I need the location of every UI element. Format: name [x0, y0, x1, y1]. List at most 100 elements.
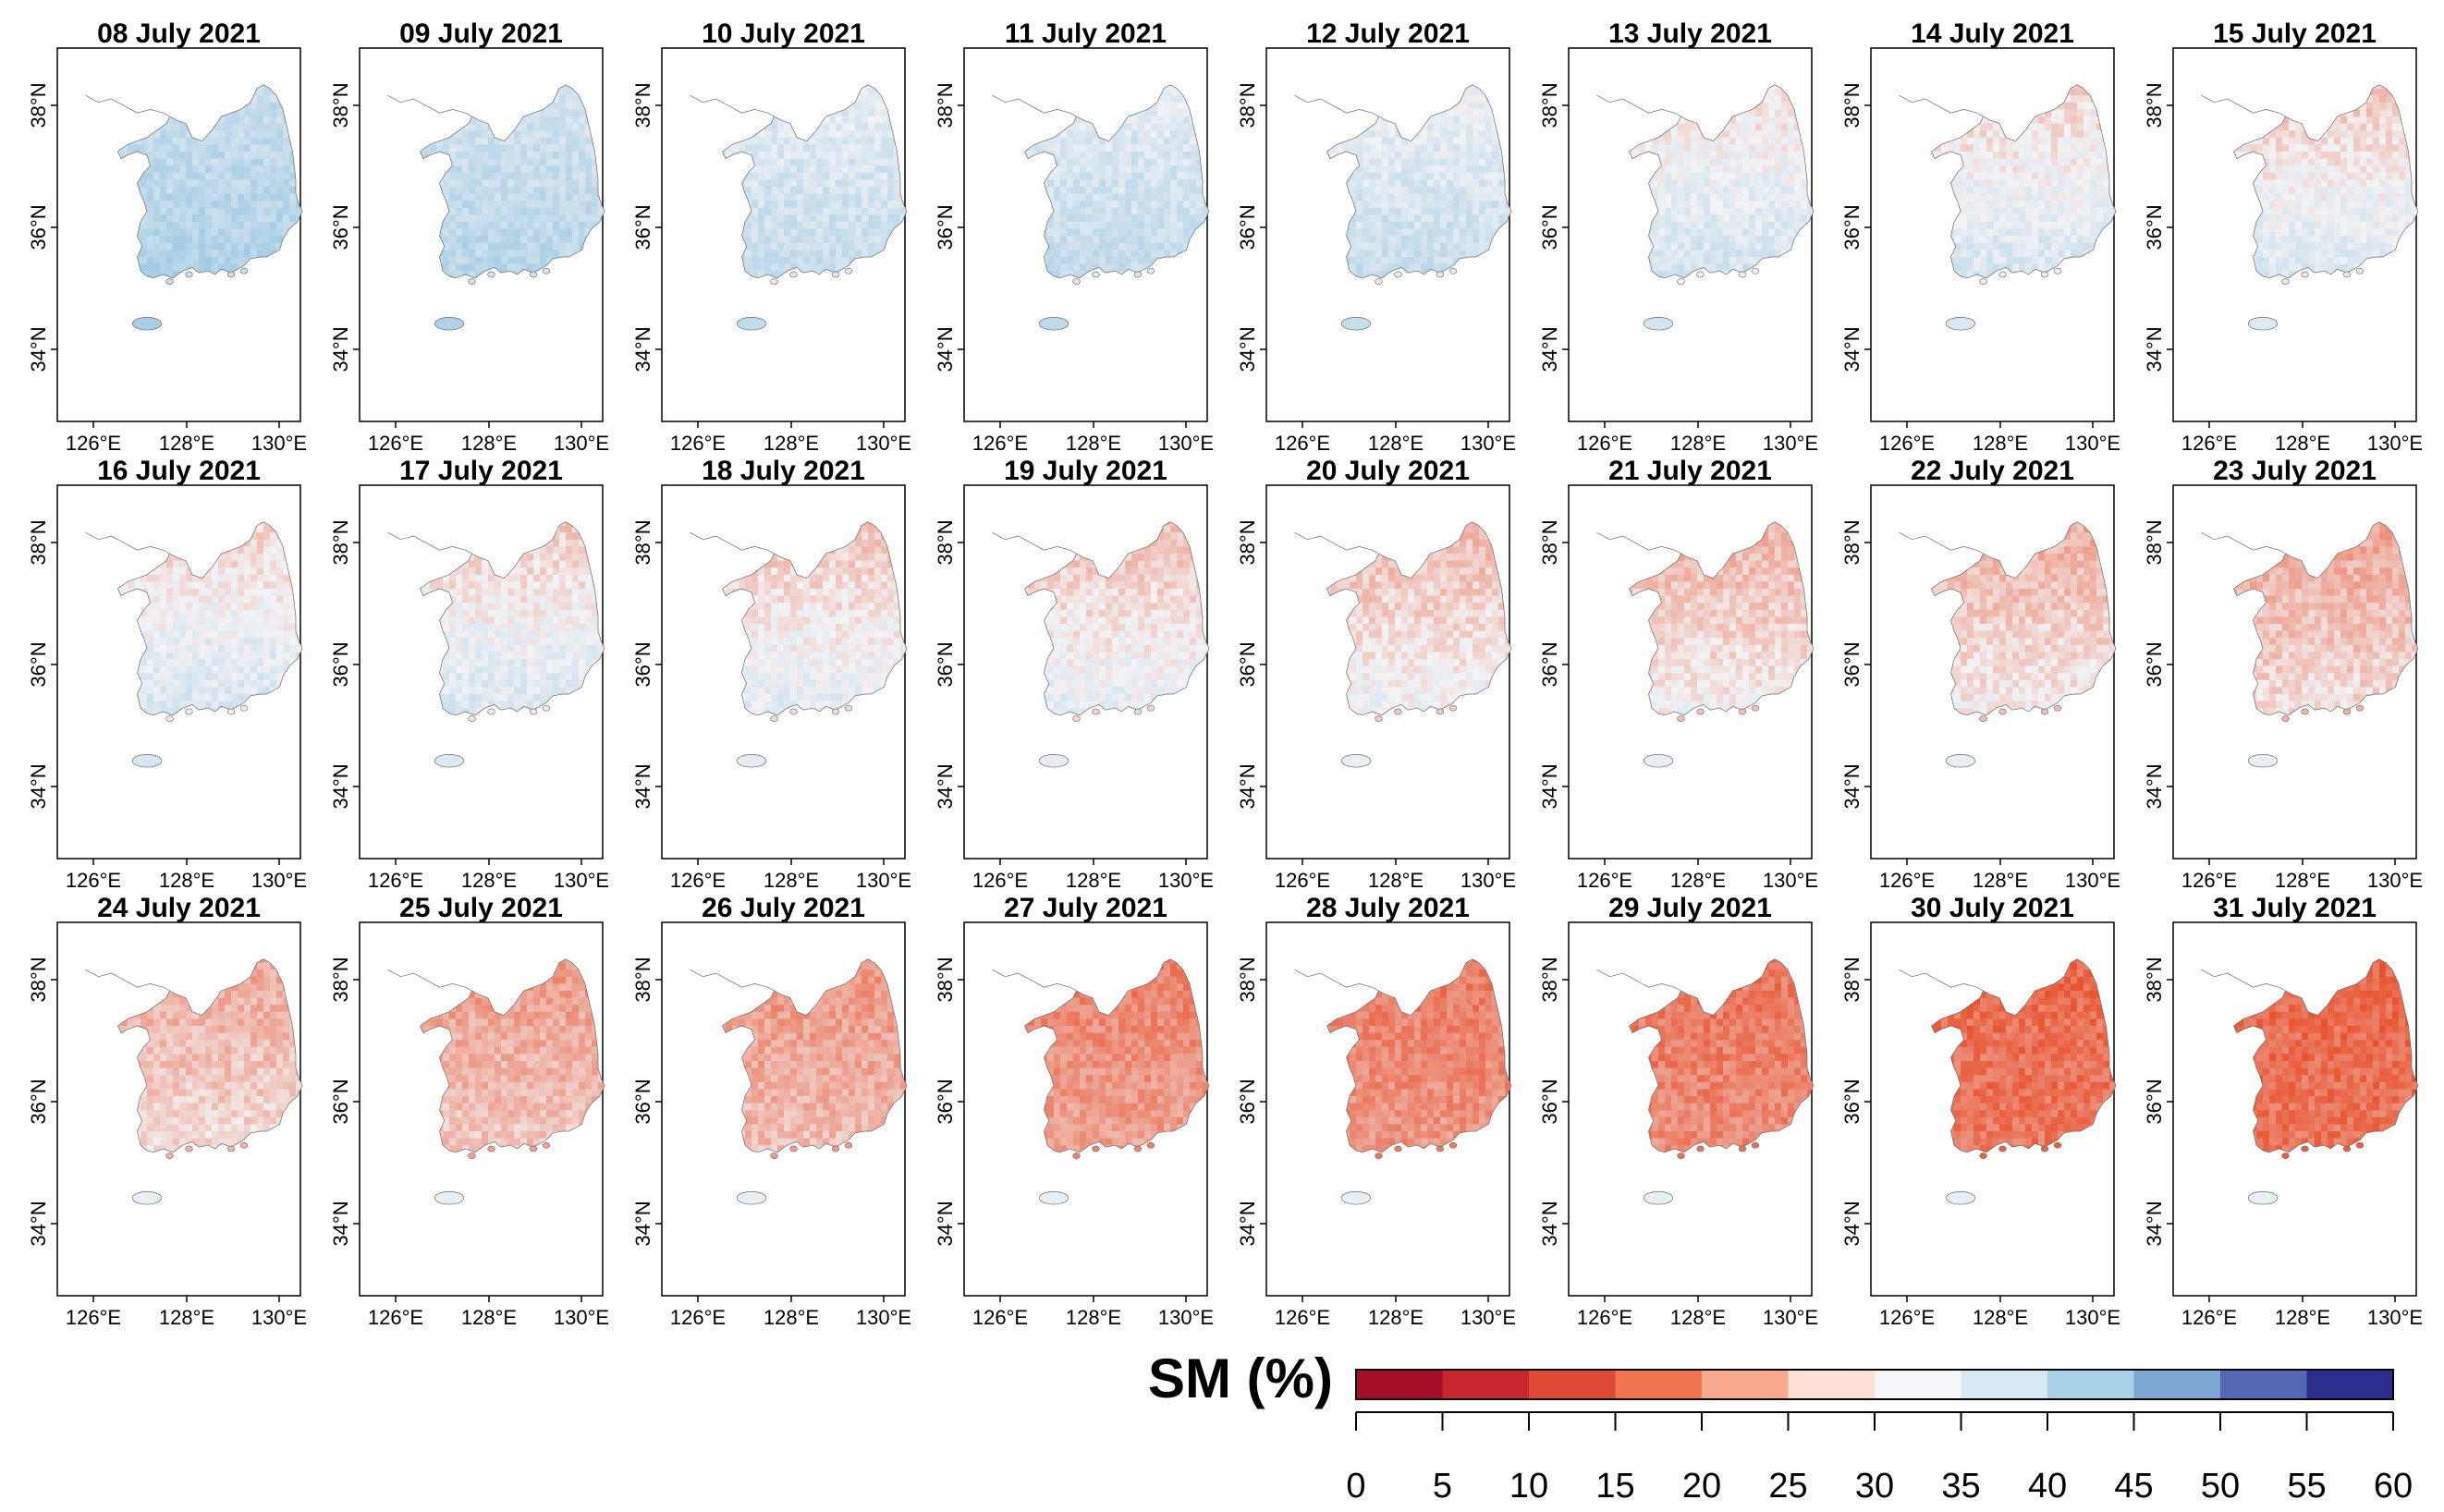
y-tick-label: 34°N	[2143, 326, 2166, 372]
island	[469, 279, 476, 285]
x-tick-label: 130°E	[1763, 432, 1818, 455]
island	[1134, 709, 1142, 714]
north-border	[690, 532, 775, 554]
x-tick-label: 126°E	[368, 1306, 423, 1329]
x-tick-label: 130°E	[1763, 1306, 1818, 1329]
legend: SM (%) 0 5 10 15 20 25 30 35 40 45 50 55 60	[1148, 1347, 2413, 1506]
y-tick-label: 34°N	[631, 763, 654, 809]
island	[1739, 1146, 1746, 1152]
korea-map	[1597, 956, 1821, 1204]
coastline	[1932, 522, 2117, 715]
x-tick-label: 128°E	[159, 1306, 214, 1329]
map-panel: 31 July 2021 126°E 128°E 130°E 38°N 36°N 34°N	[2143, 893, 2423, 1329]
island	[1980, 716, 1987, 722]
x-tick-label: 130°E	[1158, 869, 1214, 892]
y-tick-label: 34°N	[1538, 1201, 1561, 1246]
axis-frame	[2172, 47, 2417, 422]
korea-map	[86, 956, 310, 1204]
soil-moisture-field	[117, 84, 302, 278]
x-tick-label: 130°E	[554, 432, 609, 455]
island	[2356, 268, 2364, 274]
island	[166, 279, 174, 285]
coastline	[2234, 959, 2419, 1152]
jeju-island	[1039, 317, 1069, 330]
north-border	[86, 532, 170, 554]
legend-tick-label: 25	[1768, 1467, 1807, 1506]
axis-frame	[56, 921, 301, 1297]
legend-frame	[1355, 1369, 2394, 1400]
x-tick-label: 126°E	[972, 1306, 1028, 1329]
x-tick-label: 128°E	[2275, 432, 2330, 455]
legend-color-box	[2220, 1370, 2307, 1399]
x-tick-label: 130°E	[251, 432, 307, 455]
panel-title: 15 July 2021	[2213, 18, 2377, 49]
island	[1678, 279, 1685, 285]
island	[1395, 1146, 1402, 1152]
korea-map	[388, 956, 612, 1204]
y-tick-label: 36°N	[329, 1079, 352, 1124]
coastline	[1932, 959, 2117, 1152]
island	[1678, 1153, 1685, 1159]
y-tick-label: 36°N	[2143, 641, 2166, 687]
legend-color-box	[1615, 1370, 1703, 1399]
island	[166, 1153, 174, 1159]
legend-color-box	[2133, 1370, 2221, 1399]
soil-moisture-field	[2233, 958, 2418, 1152]
y-tick-label: 38°N	[631, 82, 654, 128]
x-tick-label: 126°E	[66, 432, 121, 455]
soil-moisture-field	[722, 958, 907, 1152]
axis-frame	[1870, 484, 2115, 860]
coastline	[421, 522, 605, 715]
x-tick-label: 128°E	[461, 432, 517, 455]
korea-map	[1900, 956, 2123, 1204]
legend-color-bar	[1355, 1369, 2394, 1400]
x-tick-label: 126°E	[2181, 1306, 2237, 1329]
y-tick-label: 36°N	[2143, 204, 2166, 250]
x-tick-label: 128°E	[461, 869, 517, 892]
korea-map	[993, 956, 1216, 1204]
island	[488, 1146, 495, 1152]
north-border	[388, 532, 472, 554]
soil-moisture-field	[1326, 958, 1511, 1152]
legend-title: SM (%)	[1148, 1347, 1333, 1409]
korea-map	[86, 81, 310, 330]
island	[543, 1142, 550, 1148]
map-panel: 26 July 2021 126°E 128°E 130°E 38°N 36°N 34°N	[631, 893, 911, 1329]
island	[1375, 1153, 1383, 1159]
soil-moisture-field	[1326, 521, 1511, 715]
y-tick-label: 34°N	[631, 326, 654, 372]
y-tick-label: 36°N	[1840, 1079, 1864, 1124]
island	[2356, 1142, 2364, 1148]
x-tick-label: 130°E	[2367, 1306, 2423, 1329]
island	[832, 709, 839, 714]
axis-frame	[2172, 921, 2417, 1297]
y-tick-label: 34°N	[934, 1201, 957, 1246]
y-tick-label: 38°N	[934, 957, 957, 1002]
island	[2302, 1146, 2309, 1152]
y-tick-label: 38°N	[2143, 82, 2166, 128]
jeju-island	[132, 1191, 162, 1204]
north-border	[2202, 532, 2286, 554]
coastline	[1025, 522, 1210, 715]
panel-title: 14 July 2021	[1911, 18, 2074, 49]
y-tick-label: 34°N	[1840, 326, 1864, 372]
coastline	[723, 522, 908, 715]
y-tick-label: 38°N	[1236, 82, 1259, 128]
y-tick-label: 34°N	[1538, 763, 1561, 809]
y-tick-label: 34°N	[1840, 763, 1864, 809]
island	[1999, 1146, 2007, 1152]
coastline	[1630, 522, 1815, 715]
island	[2343, 272, 2351, 277]
panel-title: 29 July 2021	[1608, 893, 1772, 923]
x-tick-label: 126°E	[1577, 869, 1632, 892]
island	[2041, 709, 2048, 714]
coastline	[118, 522, 303, 715]
island	[186, 709, 193, 714]
y-tick-label: 38°N	[1538, 82, 1561, 128]
soil-moisture-field	[420, 521, 605, 715]
panel-title: 19 July 2021	[1004, 456, 1167, 486]
x-tick-label: 128°E	[1670, 1306, 1726, 1329]
y-tick-label: 36°N	[934, 204, 957, 250]
axis-frame	[1568, 484, 1813, 860]
